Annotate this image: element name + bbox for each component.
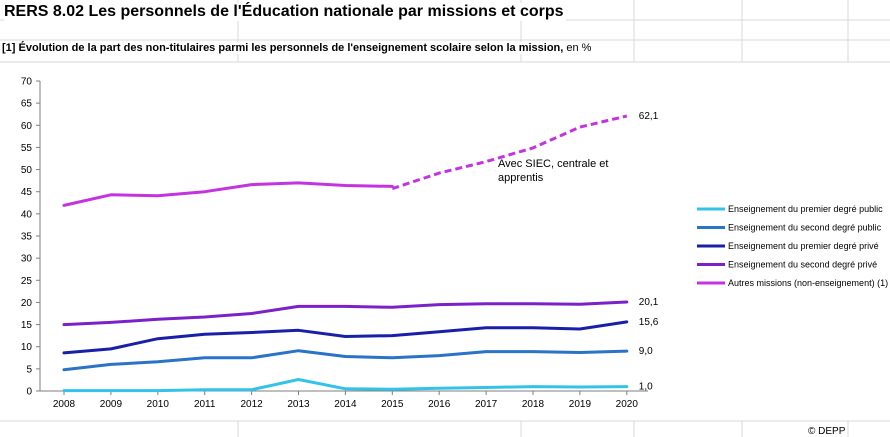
annotation-line: apprentis xyxy=(498,172,544,184)
x-tick-label: 2015 xyxy=(381,399,404,410)
series-group xyxy=(62,349,629,372)
x-tick-label: 2017 xyxy=(475,399,498,410)
x-tick-label: 2019 xyxy=(569,399,592,410)
y-tick-label: 20 xyxy=(21,298,33,309)
y-tick-label: 70 xyxy=(21,77,33,88)
page-title: RERS 8.02 Les personnels de l'Éducation … xyxy=(4,3,566,21)
series-line xyxy=(62,181,394,207)
legend-label: Enseignement du premier degré public xyxy=(728,204,883,214)
x-tick-label: 2020 xyxy=(616,399,639,410)
data-label: 1,0 xyxy=(639,382,653,393)
data-label: 62,1 xyxy=(639,111,659,122)
subtitle-text: [1] Évolution de la part des non-titulai… xyxy=(2,42,564,54)
data-label: 15,6 xyxy=(639,317,659,328)
chart-subtitle: [1] Évolution de la part des non-titulai… xyxy=(2,42,594,54)
y-tick-label: 0 xyxy=(26,387,32,398)
legend-label: Enseignement du second degré public xyxy=(728,223,882,233)
x-tick-label: 2009 xyxy=(100,399,123,410)
legend-label: Autres missions (non-enseignement) (1) xyxy=(728,278,888,288)
series-annotation: Avec SIEC, centrale et apprentis xyxy=(498,158,608,184)
x-tick-label: 2013 xyxy=(287,399,310,410)
series-line xyxy=(62,349,629,372)
x-tick-label: 2016 xyxy=(428,399,451,410)
data-label: 20,1 xyxy=(639,297,659,308)
x-tick-label: 2014 xyxy=(334,399,357,410)
legend: Enseignement du premier degré public Ense… xyxy=(697,204,888,288)
y-tick-label: 35 xyxy=(21,232,33,243)
y-tick-label: 60 xyxy=(21,121,33,132)
annotation-line: Avec SIEC, centrale et xyxy=(498,158,608,170)
series-group xyxy=(62,320,629,355)
y-tick-label: 10 xyxy=(21,342,33,353)
y-tick-label: 50 xyxy=(21,165,33,176)
x-tick-label: 2012 xyxy=(240,399,263,410)
x-tick-label: 2011 xyxy=(194,399,216,410)
series-line xyxy=(62,378,629,393)
series-line xyxy=(62,300,629,327)
x-tick-label: 2010 xyxy=(147,399,170,410)
y-tick-label: 40 xyxy=(21,209,33,220)
y-tick-label: 25 xyxy=(21,276,33,287)
x-tick-label: 2018 xyxy=(522,399,545,410)
series-group xyxy=(62,378,629,393)
y-tick-label: 55 xyxy=(21,143,33,154)
y-tick-label: 15 xyxy=(21,320,33,331)
legend-label: Enseignement du second degré privé xyxy=(728,260,877,270)
series-group xyxy=(62,114,628,207)
series-line xyxy=(62,320,629,355)
y-tick-label: 65 xyxy=(21,99,33,110)
series-line-dashed xyxy=(391,114,628,191)
y-tick-label: 5 xyxy=(26,364,32,375)
legend-label: Enseignement du premier degré privé xyxy=(728,241,879,251)
subtitle-unit: en % xyxy=(563,42,592,54)
x-tick-label: 2008 xyxy=(53,399,76,410)
data-label: 9,0 xyxy=(639,346,653,357)
series-group xyxy=(62,300,629,327)
y-tick-label: 30 xyxy=(21,254,33,265)
y-tick-label: 45 xyxy=(21,187,33,198)
source-credit: © DEPP xyxy=(808,426,846,437)
